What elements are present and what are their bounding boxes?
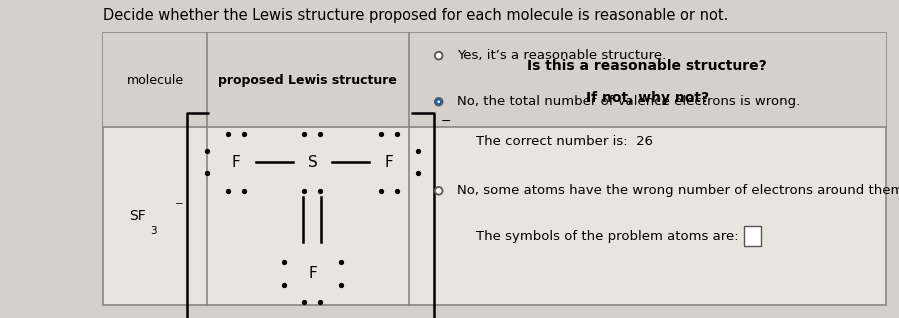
Bar bbox=[744, 226, 761, 246]
Text: −: − bbox=[174, 198, 183, 209]
Ellipse shape bbox=[435, 187, 442, 195]
Ellipse shape bbox=[438, 100, 440, 103]
Ellipse shape bbox=[435, 52, 442, 59]
Bar bbox=[103, 33, 886, 305]
Text: F: F bbox=[385, 155, 393, 170]
Text: S: S bbox=[307, 155, 317, 170]
Text: The correct number is:  26: The correct number is: 26 bbox=[476, 135, 654, 148]
Text: Decide whether the Lewis structure proposed for each molecule is reasonable or n: Decide whether the Lewis structure propo… bbox=[103, 8, 729, 23]
Text: 3: 3 bbox=[151, 225, 157, 236]
Text: No, some atoms have the wrong number of electrons around them.: No, some atoms have the wrong number of … bbox=[457, 184, 899, 197]
Text: No, the total number of valence electrons is wrong.: No, the total number of valence electron… bbox=[457, 95, 800, 108]
Text: F: F bbox=[232, 155, 240, 170]
Text: The symbols of the problem atoms are:: The symbols of the problem atoms are: bbox=[476, 231, 739, 243]
Bar bbox=[103, 33, 886, 127]
Text: molecule: molecule bbox=[127, 74, 183, 87]
Text: proposed Lewis structure: proposed Lewis structure bbox=[218, 74, 397, 87]
Text: Is this a reasonable structure?: Is this a reasonable structure? bbox=[528, 59, 767, 73]
Text: SF: SF bbox=[129, 209, 146, 223]
Text: If not, why not?: If not, why not? bbox=[586, 91, 708, 105]
Ellipse shape bbox=[435, 99, 442, 105]
Text: F: F bbox=[308, 266, 316, 281]
Text: −: − bbox=[441, 114, 451, 128]
Text: Yes, it’s a reasonable structure.: Yes, it’s a reasonable structure. bbox=[457, 49, 666, 62]
Ellipse shape bbox=[435, 98, 442, 106]
